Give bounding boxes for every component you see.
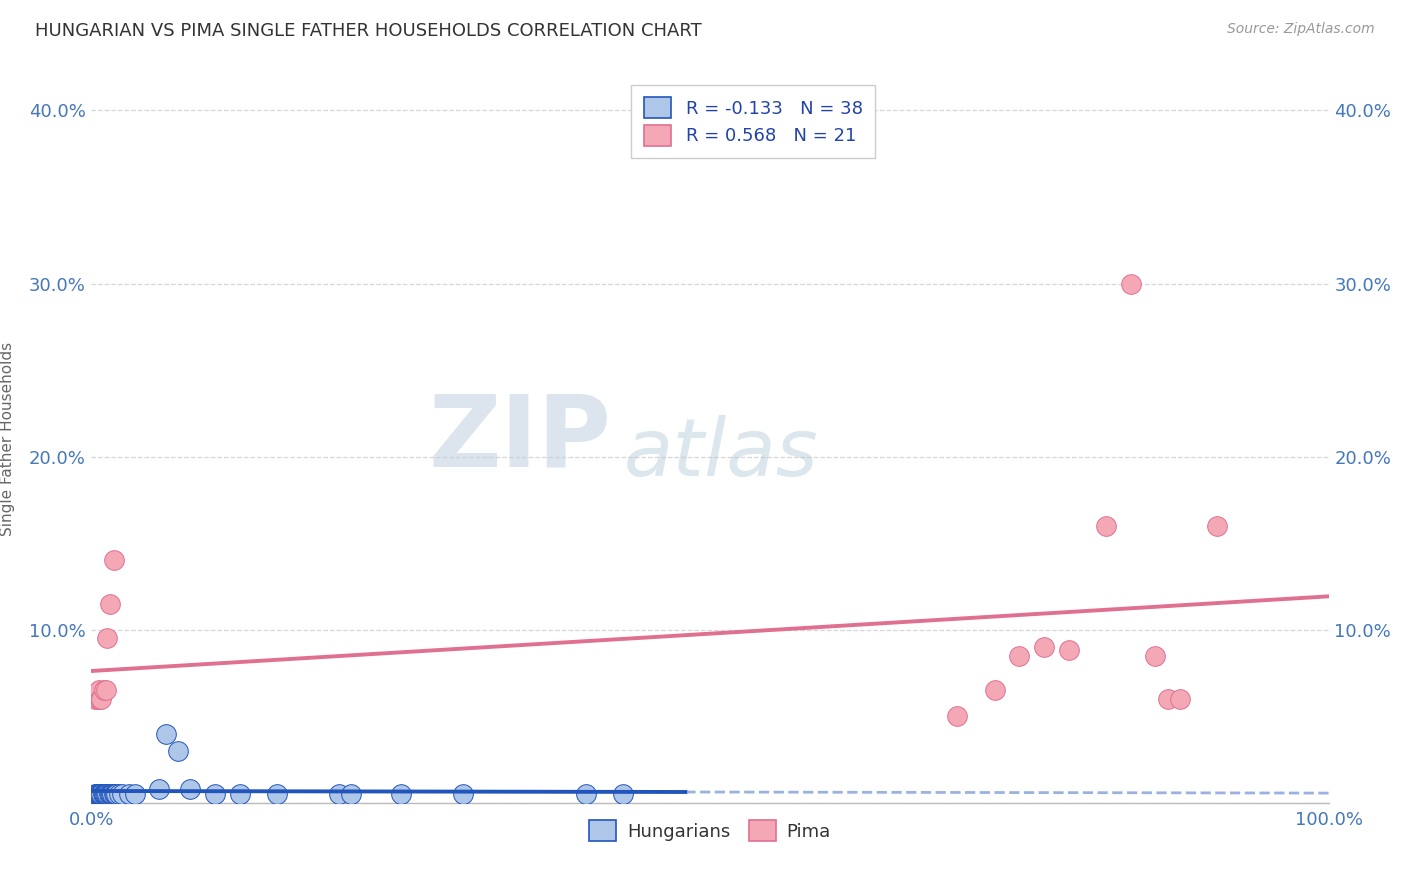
Point: [983, 683, 1005, 698]
Point: [94, 787, 117, 801]
Point: [86, 787, 108, 801]
Point: [96, 683, 118, 698]
Point: [86, 787, 108, 801]
Point: [84, 787, 107, 801]
Point: [451, 787, 474, 801]
Point: [229, 787, 252, 801]
Point: [124, 787, 146, 801]
Legend: Hungarians, Pima: Hungarians, Pima: [582, 813, 838, 848]
Text: atlas: atlas: [623, 415, 818, 493]
Point: [1119, 277, 1142, 291]
Point: [97, 787, 120, 801]
Point: [107, 787, 129, 801]
Y-axis label: Single Father Households: Single Father Households: [0, 343, 15, 536]
Point: [91, 787, 114, 801]
Point: [96, 787, 118, 801]
Point: [89, 787, 111, 801]
Point: [204, 787, 226, 801]
Point: [90, 787, 112, 801]
Point: [90, 692, 112, 706]
Point: [93, 787, 115, 801]
Point: [93, 683, 115, 698]
Point: [167, 744, 190, 758]
Point: [105, 787, 128, 801]
Point: [101, 787, 124, 801]
Point: [148, 781, 170, 796]
Point: [84, 692, 107, 706]
Point: [117, 787, 139, 801]
Point: [89, 787, 111, 801]
Point: [87, 683, 110, 698]
Point: [87, 787, 110, 801]
Point: [1206, 519, 1229, 533]
Point: [1057, 643, 1080, 657]
Point: [328, 787, 350, 801]
Point: [89, 692, 111, 706]
Point: [266, 787, 288, 801]
Point: [1144, 648, 1167, 663]
Point: [1168, 692, 1191, 706]
Point: [1095, 519, 1118, 533]
Point: [155, 726, 177, 740]
Point: [86, 787, 108, 801]
Point: [96, 787, 118, 801]
Point: [340, 787, 363, 801]
Point: [98, 597, 121, 611]
Point: [612, 787, 634, 801]
Point: [179, 781, 201, 796]
Point: [1157, 692, 1180, 706]
Point: [104, 787, 127, 801]
Point: [96, 632, 118, 646]
Point: [1033, 640, 1056, 654]
Point: [103, 553, 125, 567]
Text: HUNGARIAN VS PIMA SINGLE FATHER HOUSEHOLDS CORRELATION CHART: HUNGARIAN VS PIMA SINGLE FATHER HOUSEHOL…: [35, 22, 702, 40]
Point: [111, 787, 134, 801]
Text: ZIP: ZIP: [429, 391, 612, 488]
Text: Source: ZipAtlas.com: Source: ZipAtlas.com: [1227, 22, 1375, 37]
Point: [1008, 648, 1031, 663]
Point: [93, 787, 115, 801]
Point: [86, 692, 108, 706]
Point: [946, 709, 969, 723]
Point: [575, 787, 598, 801]
Point: [389, 787, 412, 801]
Point: [103, 787, 125, 801]
Point: [100, 787, 122, 801]
Point: [98, 787, 121, 801]
